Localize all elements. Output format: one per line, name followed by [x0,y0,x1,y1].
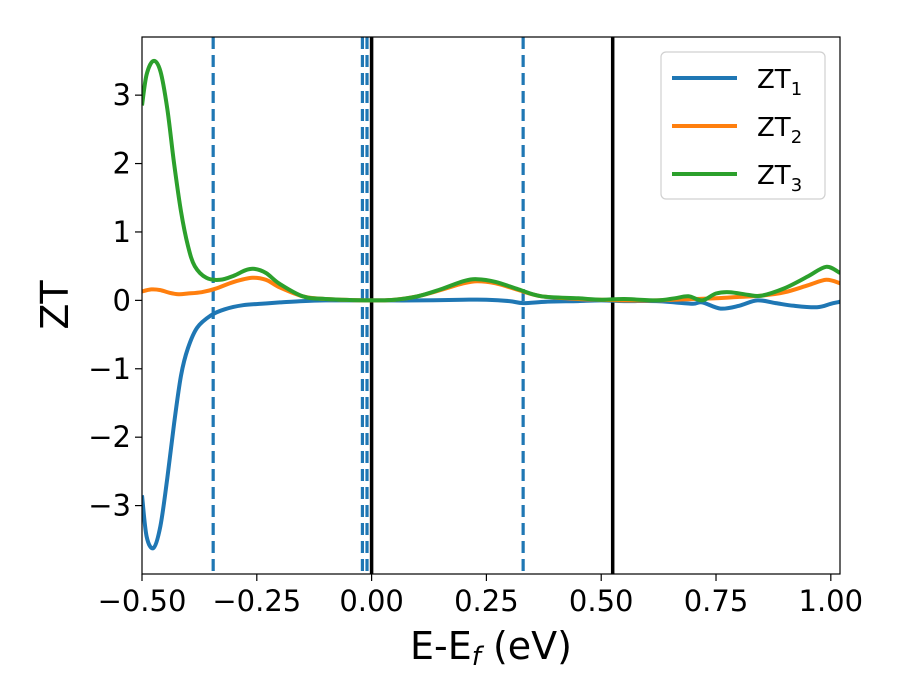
x-tick-label: 0.25 [454,584,519,618]
x-axis-title: E-Ef (eV) [410,624,572,672]
legend-label-zt3: ZT3 [757,161,802,196]
x-tick-label: 0.50 [569,584,634,618]
y-tick-label: −2 [88,420,131,454]
plot-frame [141,36,841,575]
series-line-zt1 [142,297,840,551]
y-tick-label: 0 [113,283,131,317]
y-axis-title: ZT [33,280,77,330]
y-tick-label: −3 [88,489,131,523]
x-tick-label: 0.00 [339,584,404,618]
series-line-zt3 [142,58,840,303]
legend-box [660,51,826,200]
y-axis: −3 −2 −1 0 1 2 3 [88,78,142,523]
y-tick-label: −1 [88,352,131,386]
legend-label-zt1: ZT1 [757,65,802,100]
legend: ZT1 ZT2 ZT3 [660,51,826,200]
x-tick-label: 1.00 [799,584,864,618]
series-lines [142,58,840,551]
reference-lines [211,37,615,574]
x-tick-label: 0.75 [684,584,749,618]
legend-label-zt2: ZT2 [757,113,802,148]
y-tick-label: 2 [113,147,131,181]
x-axis: −0.50 −0.25 0.00 0.25 0.50 0.75 1.00 [98,574,864,618]
y-tick-label: 1 [113,215,131,249]
y-tick-label: 3 [113,78,131,112]
x-tick-label: −0.25 [212,584,301,618]
x-tick-label: −0.50 [98,584,187,618]
